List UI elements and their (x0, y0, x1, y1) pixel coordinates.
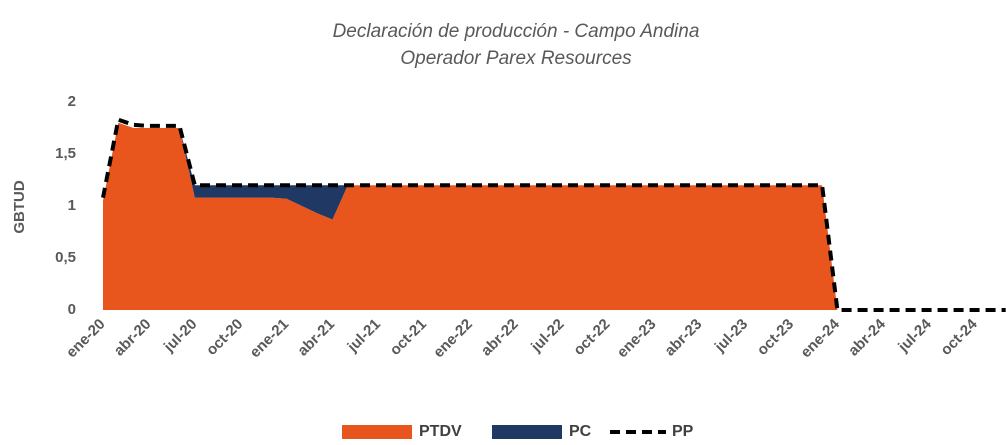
y-tick-label: 2 (68, 93, 76, 110)
x-tick-label: jul-22 (527, 316, 567, 356)
x-tick-label: oct-22 (570, 316, 613, 359)
legend-swatch (492, 425, 562, 439)
chart-subtitle: Operador Parex Resources (400, 48, 632, 69)
x-tick-label: ene-20 (63, 316, 109, 362)
x-tick-label: oct-21 (387, 316, 430, 359)
x-tick-label: ene-22 (430, 316, 476, 362)
y-tick-label: 0,5 (55, 249, 76, 266)
x-tick-label: oct-24 (937, 315, 981, 359)
y-tick-label: 1,5 (55, 145, 76, 162)
x-tick-label: ene-21 (247, 316, 293, 362)
x-tick-label: abr-21 (294, 316, 338, 360)
x-tick-label: ene-23 (614, 316, 660, 362)
y-tick-label: 0 (68, 301, 76, 318)
x-tick-label: oct-20 (203, 316, 246, 359)
x-tick-label: abr-22 (478, 316, 522, 360)
legend-label: PC (569, 423, 592, 440)
x-tick-label: abr-24 (845, 315, 889, 359)
y-axis-label: GBTUD (11, 180, 28, 233)
x-tick-label: jul-24 (894, 315, 935, 356)
legend-swatch (342, 425, 412, 439)
x-tick-label: jul-21 (344, 316, 384, 356)
line (101, 117, 1006, 312)
x-tick-label: jul-20 (160, 316, 200, 356)
legend-label: PTDV (419, 423, 462, 440)
x-tick-label: oct-23 (754, 316, 797, 359)
y-tick-label: 1 (68, 197, 76, 214)
legend-label: PP (672, 423, 694, 440)
x-tick-label: jul-23 (711, 316, 751, 356)
x-tick-label: abr-23 (661, 316, 705, 360)
x-tick-label: abr-20 (111, 316, 155, 360)
x-tick-label: ene-24 (797, 315, 843, 361)
area (103, 122, 1006, 310)
chart-title: Declaración de producción - Campo Andina (333, 21, 700, 42)
